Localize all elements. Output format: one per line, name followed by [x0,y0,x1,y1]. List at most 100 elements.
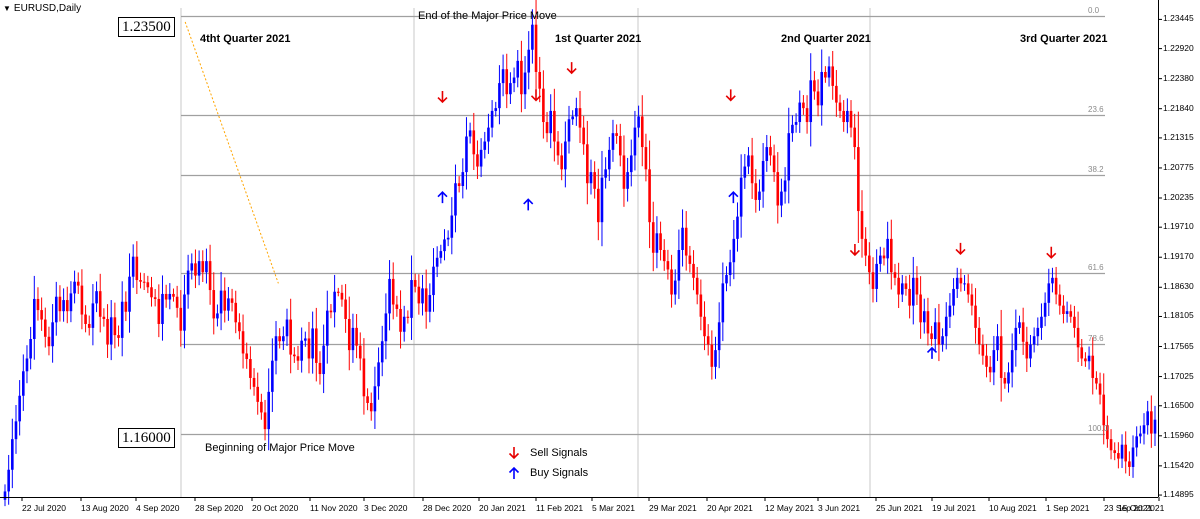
quarter-label: 4tht Quarter 2021 [200,33,291,45]
y-tick-label: 1.19710 [1163,221,1194,232]
candle-body [911,277,915,306]
candle-body [820,71,824,106]
candle-body [974,305,977,328]
candle-body [553,110,556,142]
candle-body [893,272,897,278]
candle-body [205,261,208,273]
sell-arrow-icon [725,89,736,102]
y-tick-label: 1.22380 [1163,72,1194,83]
fib-label: 61.6 [1088,262,1104,272]
candle-body [640,116,644,148]
symbol-label[interactable]: ▼ EURUSD,Daily [3,3,82,14]
candle-body [926,311,930,334]
candle-body [106,318,109,345]
candle-body [245,353,249,360]
candle-body [1003,377,1007,384]
candle-body [325,310,329,346]
candle-body [267,391,270,430]
candle-body [1150,411,1153,434]
axes [0,0,1162,501]
x-tick-label: 13 Aug 2020 [81,503,129,513]
candle-body [212,290,216,319]
candle-body [523,72,527,95]
candle-body [102,316,106,319]
candle-body [692,263,695,278]
candle-body [977,327,981,345]
candle-body [933,322,937,340]
candle-body [776,172,780,206]
candle-body [626,172,629,189]
candle-body [915,277,919,295]
candle-body [750,155,754,184]
candle-body [146,282,150,288]
candle-body [1120,444,1124,459]
sell-arrow-icon [508,447,520,460]
candle-body [131,256,135,277]
legend-sell: Sell Signals [508,446,587,460]
y-tick-label: 1.15420 [1163,459,1194,470]
x-tick-label: 28 Sep 2020 [195,503,244,513]
candle-body [648,169,651,223]
candle-body [424,288,428,312]
candle-body [311,328,314,359]
sell-arrow-icon [530,89,542,102]
candle-body [238,322,241,332]
candle-body [1014,327,1018,351]
candle-body [54,296,58,323]
candle-body [1010,350,1014,373]
candle-body [1142,425,1146,434]
candle-body [1051,277,1054,284]
candle-body [307,338,311,359]
candle-body [7,469,10,492]
candle-body [813,80,816,92]
candle-body [300,340,303,361]
candle-body [234,302,238,323]
candle-body [293,354,296,357]
candle-body [780,191,783,206]
begin-label: Beginning of Major Price Move [205,442,355,454]
x-tick-label: 29 Mar 2021 [649,503,697,513]
candle-body [758,191,761,200]
candle-body [43,319,47,337]
candle-body [611,133,615,150]
candle-body [794,122,798,125]
candle-body [618,135,622,156]
candle-body [930,333,933,340]
candle-body [487,127,490,142]
candle-body [1080,347,1084,359]
dropdown-icon[interactable]: ▼ [3,4,11,13]
candle-body [18,395,21,422]
candle-body [87,323,91,328]
candle-body [985,355,988,367]
x-tick-label: 3 Jun 2021 [818,503,861,513]
candle-body [655,233,659,253]
quarter-separators [180,8,871,497]
candle-body [1021,322,1025,342]
candle-body [1128,461,1131,467]
candle-body [315,328,318,363]
y-tick-label: 1.15960 [1163,429,1194,440]
candle-body [406,316,410,318]
candle-body [501,69,505,84]
y-tick-label: 1.17025 [1163,370,1194,381]
candle-body [157,298,161,324]
trend-line [184,21,279,284]
candle-body [322,345,325,375]
candle-body [538,71,542,89]
candle-body [1054,277,1058,295]
candle-body [868,255,871,273]
candle-body [413,280,417,287]
candle-body [380,341,384,363]
candle-body [578,108,582,128]
candle-body [113,317,117,336]
candle-body [124,301,128,312]
candle-body [831,66,835,86]
candle-body [109,317,113,345]
buy-arrow-icon [728,191,739,204]
candle-body [252,377,256,387]
candle-body [351,327,355,351]
candle-body [399,308,402,332]
candle-body [142,281,146,283]
candle-body [153,297,157,299]
candle-body [32,298,36,340]
